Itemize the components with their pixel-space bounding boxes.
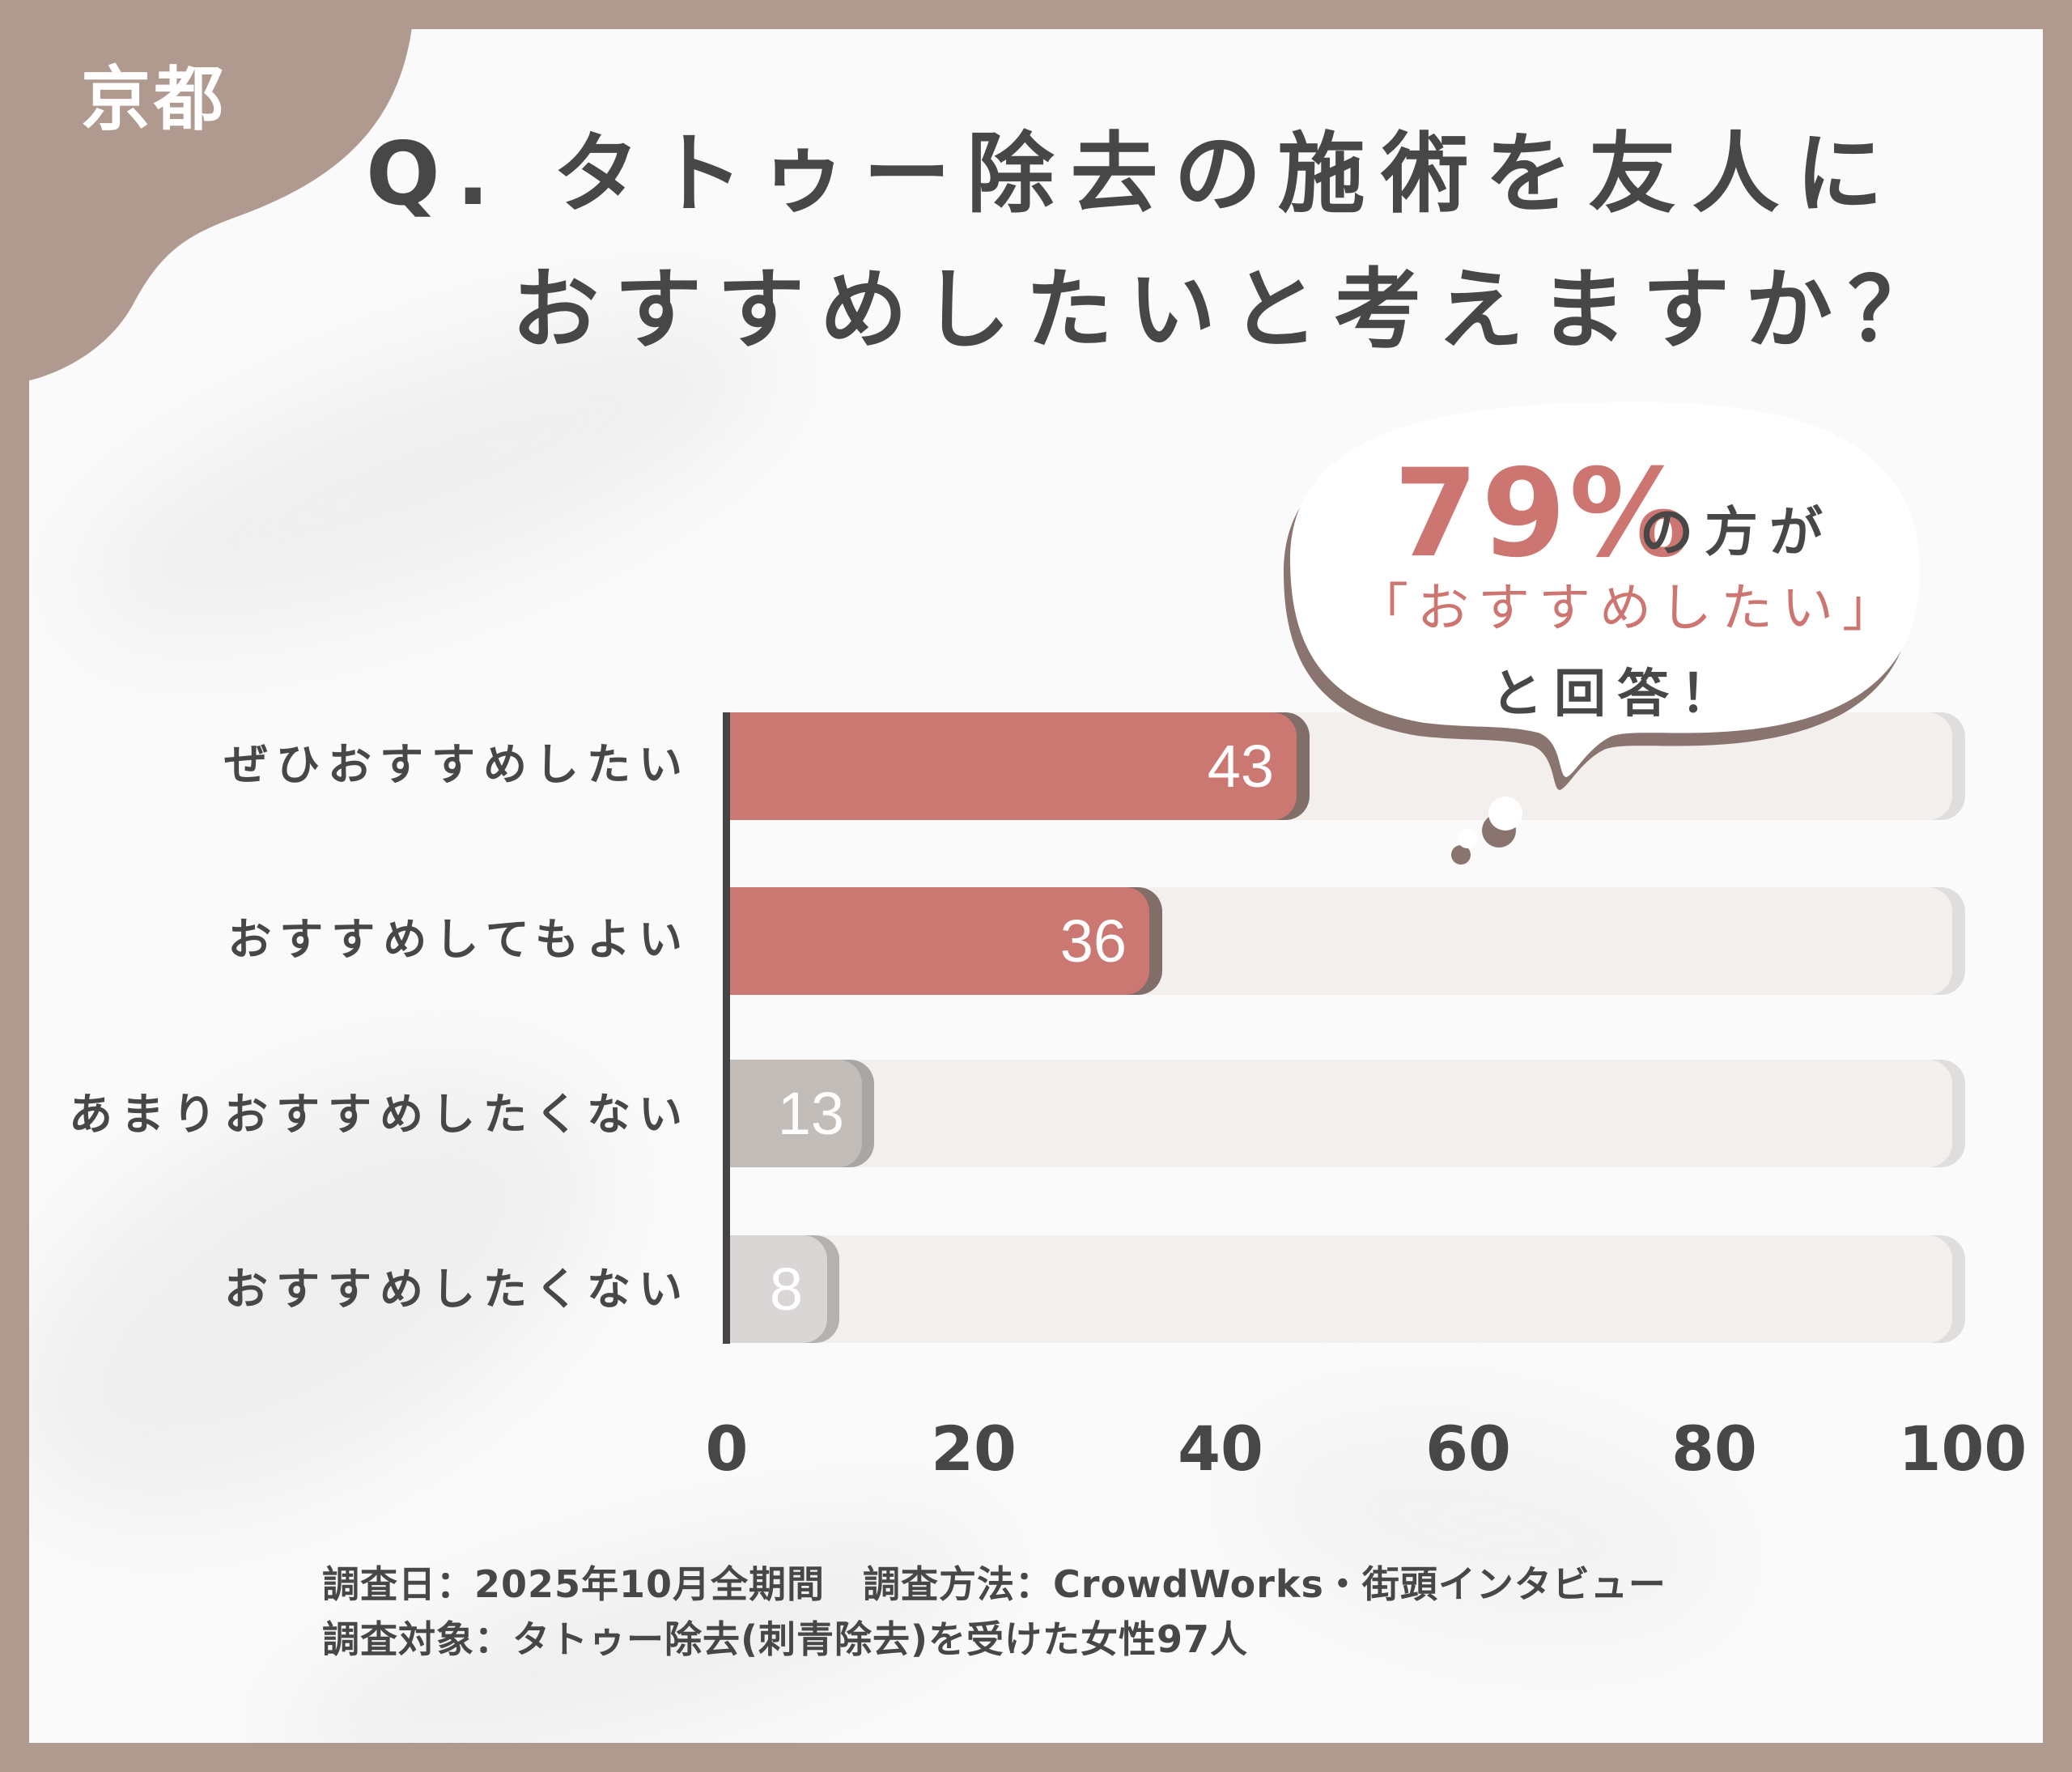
- bar-track: [730, 1235, 1952, 1343]
- x-tick-label: 0: [705, 1413, 749, 1485]
- bar-rather-not-recommend: 13: [730, 1060, 862, 1167]
- bar-value: 43: [1207, 733, 1274, 800]
- region-tag: 京都: [81, 59, 227, 140]
- callout-percent: 79%: [1394, 444, 1695, 584]
- y-axis-line: [723, 712, 730, 1344]
- category-label: ぜひおすすめしたい: [224, 739, 690, 790]
- x-tick-label: 80: [1671, 1413, 1757, 1485]
- x-tick-label: 100: [1898, 1413, 2027, 1485]
- page-title-line1: Q. タトゥー除去の施術を友人に: [366, 124, 1900, 225]
- bar-value: 36: [1059, 907, 1127, 975]
- corner-region-blob: [0, 0, 414, 389]
- callout-quote: 「おすすめしたい」: [1357, 579, 1903, 639]
- survey-info-line1: 調査日：2025年10月全期間 調査方法：CrowdWorks・街頭インタビュー: [322, 1562, 1667, 1606]
- survey-info-line2: 調査対象：タトゥー除去(刺青除去)を受けた女性97人: [322, 1617, 1249, 1661]
- category-label: おすすめしてもよい: [227, 914, 690, 965]
- x-tick-label: 60: [1425, 1413, 1511, 1485]
- x-tick-label: 40: [1178, 1413, 1263, 1485]
- bar-value: 13: [777, 1080, 844, 1147]
- bar-not-recommend: 8: [730, 1235, 827, 1343]
- card-panel: [29, 29, 2043, 1743]
- callout-closing: と回答！: [1491, 665, 1743, 725]
- background-smudge: [263, 1475, 1009, 1743]
- page-title-line2: おすすめしたいと考えますか？: [512, 260, 1951, 361]
- callout-percent-suffix: の方が: [1640, 501, 1834, 563]
- bar-may-recommend: 36: [730, 887, 1149, 995]
- x-tick-label: 20: [931, 1413, 1017, 1485]
- category-label: あまりおすすめしたくない: [69, 1089, 690, 1140]
- bar-strongly-recommend: 43: [730, 712, 1297, 820]
- bar-value: 8: [769, 1256, 803, 1323]
- category-label: おすすめしたくない: [224, 1264, 690, 1315]
- bar-track: [730, 1060, 1952, 1167]
